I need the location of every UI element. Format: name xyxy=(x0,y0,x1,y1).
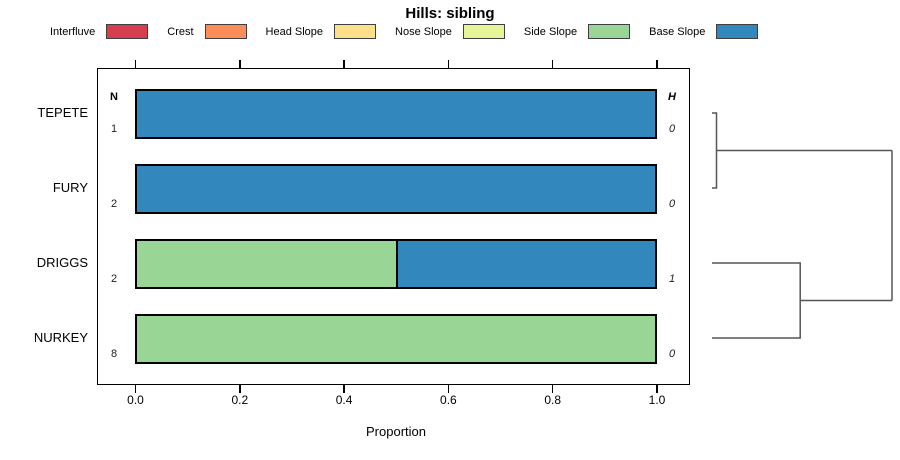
bar-row-driggs xyxy=(135,239,657,289)
x-tick-label: 0.0 xyxy=(127,393,144,407)
bar-segment-side-slope xyxy=(137,241,396,287)
legend-swatch-interfluve xyxy=(106,24,149,39)
legend-item-base-slope: Base Slope xyxy=(649,24,759,39)
legend-item-nose-slope: Nose Slope xyxy=(395,24,505,39)
legend-swatch-base-slope xyxy=(716,24,759,39)
x-tick-top xyxy=(447,60,450,68)
legend-label: Crest xyxy=(167,25,194,38)
x-tick-label: 0.6 xyxy=(440,393,457,407)
legend-item-side-slope: Side Slope xyxy=(523,24,631,39)
legend-swatch-crest xyxy=(204,24,247,39)
legend-item-crest: Crest xyxy=(167,24,247,39)
chart-title: Hills: sibling xyxy=(405,5,495,22)
legend-label: Side Slope xyxy=(523,25,578,38)
bar-segment-base-slope xyxy=(395,241,655,287)
h-value: 0 xyxy=(668,198,676,210)
legend-item-head-slope: Head Slope xyxy=(266,24,377,39)
legend-item-interfluve: Interfluve xyxy=(50,24,149,39)
legend: Interfluve Crest Head Slope Nose Slope Side … xyxy=(50,24,759,39)
x-tick-bottom xyxy=(447,385,450,393)
category-label-tepete: TEPETE xyxy=(37,105,88,120)
bar-segment-base-slope xyxy=(137,166,655,212)
plot-area: N H 1 0 2 0 2 1 8 0 xyxy=(97,68,690,385)
bar-row-fury xyxy=(135,164,657,214)
x-tick-top xyxy=(656,60,658,68)
x-tick-bottom xyxy=(656,385,658,393)
n-value: 1 xyxy=(110,123,118,135)
x-tick-label: 0.4 xyxy=(335,393,353,407)
x-axis-title: Proportion xyxy=(366,424,426,439)
legend-swatch-side-slope xyxy=(588,24,631,39)
category-label-nurkey: NURKEY xyxy=(33,330,88,345)
x-tick-top xyxy=(551,60,554,68)
legend-swatch-head-slope xyxy=(334,24,377,39)
dendrogram xyxy=(712,112,893,339)
h-value: 0 xyxy=(668,348,676,360)
bar-row-tepete xyxy=(135,89,657,139)
category-label-fury: FURY xyxy=(52,180,88,195)
legend-swatch-nose-slope xyxy=(462,24,505,39)
x-tick-bottom xyxy=(551,385,554,393)
bar-row-nurkey xyxy=(135,314,657,364)
n-column-header: N xyxy=(110,91,118,103)
x-tick-top xyxy=(134,60,137,68)
n-value: 8 xyxy=(110,348,118,360)
x-tick-top xyxy=(343,60,345,68)
category-label-driggs: DRIGGS xyxy=(36,255,88,270)
bar-segment-base-slope xyxy=(137,91,655,137)
x-tick-label: 1.0 xyxy=(648,393,666,407)
x-tick-label: 0.8 xyxy=(544,393,562,407)
x-tick-bottom xyxy=(343,385,345,393)
h-column-header: H xyxy=(668,91,676,103)
n-value: 2 xyxy=(110,198,118,210)
legend-label: Interfluve xyxy=(50,25,96,38)
h-value: 0 xyxy=(668,123,676,135)
legend-label: Head Slope xyxy=(265,25,324,38)
legend-label: Nose Slope xyxy=(395,25,452,38)
x-tick-bottom xyxy=(134,385,137,393)
h-value: 1 xyxy=(668,273,676,285)
legend-label: Base Slope xyxy=(649,25,706,38)
dendrogram-path xyxy=(712,112,893,339)
x-tick-bottom xyxy=(239,385,241,393)
x-tick-top xyxy=(239,60,241,68)
bar-segment-side-slope xyxy=(137,316,655,362)
n-value: 2 xyxy=(110,273,118,285)
x-tick-label: 0.2 xyxy=(231,393,249,407)
